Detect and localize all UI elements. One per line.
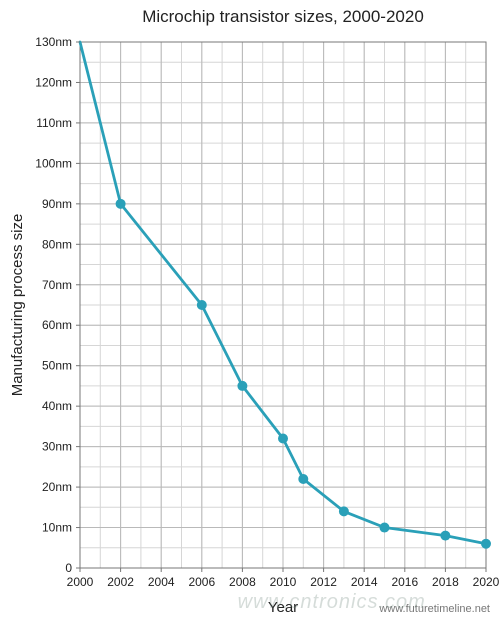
y-tick-label: 70nm	[42, 278, 72, 292]
y-tick-label: 100nm	[35, 156, 72, 170]
data-point	[440, 531, 450, 541]
data-point	[116, 199, 126, 209]
y-tick-label: 130nm	[35, 35, 72, 49]
y-tick-label: 10nm	[42, 521, 72, 535]
x-tick-label: 2002	[107, 575, 134, 589]
x-tick-label: 2006	[188, 575, 215, 589]
x-tick-label: 2012	[310, 575, 337, 589]
x-tick-label: 2000	[67, 575, 94, 589]
data-point	[197, 300, 207, 310]
data-point	[298, 474, 308, 484]
x-tick-label: 2016	[391, 575, 418, 589]
y-tick-label: 20nm	[42, 480, 72, 494]
data-point	[481, 539, 491, 549]
x-tick-label: 2004	[148, 575, 175, 589]
y-tick-label: 90nm	[42, 197, 72, 211]
transistor-size-chart: 0 10nm 20nm 30nm 40nm 50nm 60nm 70nm 80nm 90nm 100…	[0, 0, 500, 628]
y-tick-label: 120nm	[35, 75, 72, 89]
y-tick-label: 50nm	[42, 359, 72, 373]
data-point	[237, 381, 247, 391]
y-tick-label: 0	[65, 561, 72, 575]
y-tick-label: 30nm	[42, 440, 72, 454]
x-tick-label: 2014	[351, 575, 378, 589]
y-axis-label: Manufacturing process size	[9, 214, 26, 397]
data-point	[339, 506, 349, 516]
y-tick-label: 40nm	[42, 399, 72, 413]
watermark-text: www.cntronics.com	[238, 591, 426, 613]
y-tick-label: 60nm	[42, 318, 72, 332]
x-tick-label: 2010	[270, 575, 297, 589]
y-tick-label: 110nm	[36, 116, 72, 130]
data-point	[278, 434, 288, 444]
x-tick-label: 2008	[229, 575, 256, 589]
x-tick-label: 2020	[473, 575, 500, 589]
x-tick-label: 2018	[432, 575, 459, 589]
y-tick-label: 80nm	[42, 237, 72, 251]
data-point	[380, 523, 390, 533]
chart-title: Microchip transistor sizes, 2000-2020	[142, 7, 424, 26]
